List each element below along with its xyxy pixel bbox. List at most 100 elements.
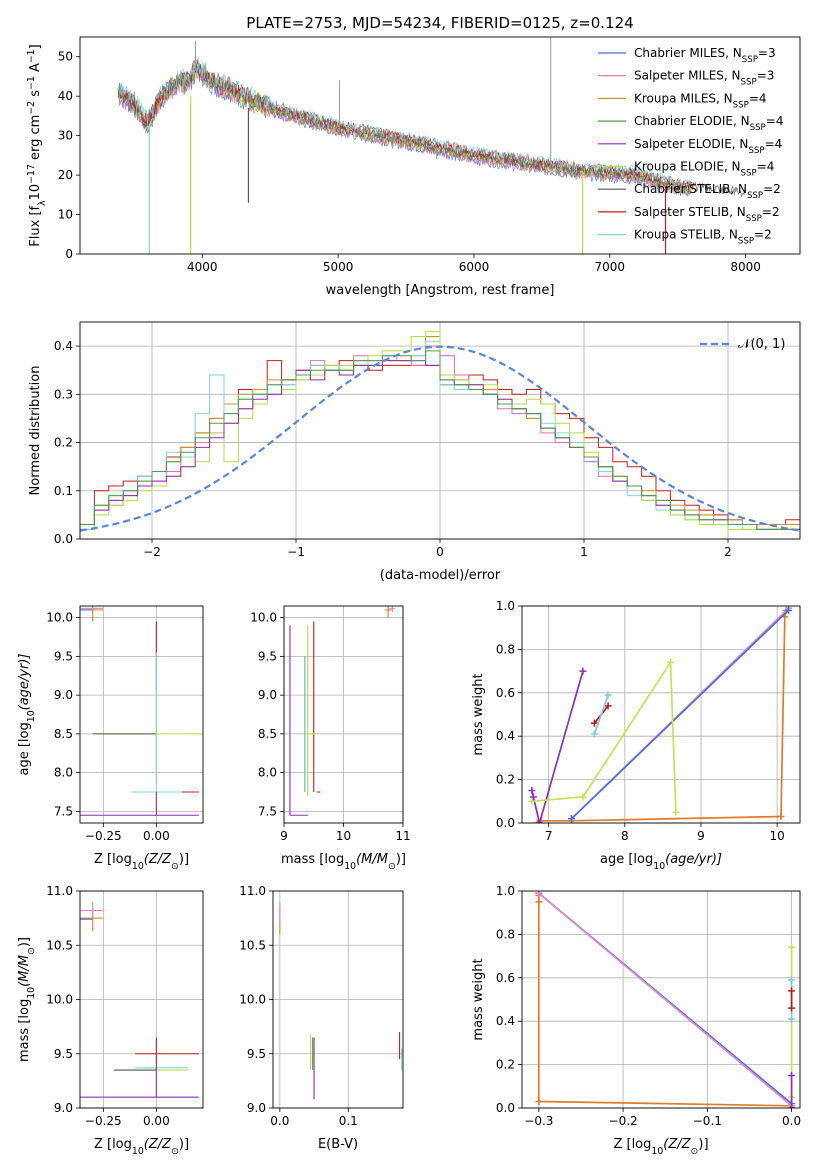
- weight_vs_age-series-line: [570, 609, 790, 820]
- weight_vs_Z-xtick-label: 0.0: [782, 1114, 801, 1128]
- age_vs_mass-ytick-label: 9.5: [258, 649, 277, 663]
- age_vs_mass-ytick-label: 10.0: [250, 611, 277, 625]
- age_vs_Z-ylabel-part: 10: [26, 710, 37, 722]
- legend-entry-part: =2: [754, 228, 772, 242]
- weight_vs_age-series-marker: [672, 808, 680, 816]
- weight_vs_age-axes: 7 8 9 10 0.0 0.2 0.4 0.6 0.8 1.0: [496, 599, 800, 843]
- mass_vs_EBV-frame: [272, 890, 404, 1109]
- mass_vs_Z-xlabel-part: (Z/Z: [144, 1137, 172, 1152]
- mass_vs_Z-ytick-label: 9.0: [54, 1101, 73, 1115]
- spectrum-ylabel-part: A: [28, 63, 43, 76]
- mass_vs_Z-ytick-label: 9.5: [54, 1047, 73, 1061]
- residuals-legend-label: 𝒩(0, 1): [738, 337, 785, 352]
- weight_vs_age-ytick-label: 0.8: [496, 642, 515, 656]
- weight_vs_age-ytick-label: 1.0: [496, 599, 515, 613]
- age_vs_mass-ytick-label: 8.5: [258, 727, 277, 741]
- spectrum-ylabel-part: −17: [26, 164, 37, 184]
- residuals-ytick-label: 0.3: [54, 387, 73, 401]
- weight_vs_age-ytick-label: 0.0: [496, 816, 515, 830]
- mass_vs_Z-ylabel-part: (M/M: [17, 955, 32, 987]
- mass_vs_EBV-xtick-label: 0.0: [270, 1114, 289, 1128]
- legend-entry-part: =4: [766, 114, 784, 128]
- spectrum-ylabel-part: −1: [26, 49, 37, 63]
- age_vs_Z-errorbar: [92, 671, 203, 781]
- mass_vs_Z-xlabel-part: 10: [132, 1146, 144, 1157]
- weight_vs_Z-ytick-label: 0.8: [496, 927, 515, 941]
- legend-entry-part: SSP: [742, 55, 758, 65]
- weight_vs_age-plot: [528, 606, 793, 823]
- mass_vs_EBV-axes: 0.0 0.1 9.0 9.5 10.0 10.5 11.0: [239, 884, 403, 1128]
- weight_vs_Z-frame: [521, 890, 801, 1109]
- weight_vs_age-series-marker: [579, 793, 587, 801]
- legend-entry: Kroupa ELODIE, NSSP=4: [634, 160, 774, 179]
- mass_vs_EBV-xtick-label: 0.1: [339, 1114, 358, 1128]
- legend-entry: Salpeter MILES, NSSP=3: [634, 69, 774, 88]
- weight_vs_age-series-marker: [529, 793, 537, 801]
- mass_vs_Z-xtick-label: −0.25: [85, 1114, 122, 1128]
- weight_vs_age-series-marker: [590, 730, 598, 738]
- weight_vs_age-ytick-label: 0.2: [496, 773, 515, 787]
- weight_vs_age-series-marker: [579, 667, 587, 675]
- age_vs_mass-xlabel-part: ⊙: [388, 861, 396, 872]
- age_vs_Z-xlabel-part: ⊙: [171, 861, 179, 872]
- weight_vs_age-series-marker: [533, 819, 541, 823]
- spectrum-xtick-label: 8000: [730, 260, 761, 274]
- weight_vs_Z-xtick-label: −0.3: [524, 1114, 553, 1128]
- weight_vs_age-series-line: [531, 659, 677, 813]
- weight_vs_age-series-marker: [536, 819, 544, 823]
- age_vs_Z-xlabel-part: 10: [132, 861, 144, 872]
- legend-entry-part: SSP: [741, 169, 757, 179]
- age_vs_mass-errorbar: [304, 625, 317, 796]
- weight_vs_age-ylabel: mass weight: [471, 673, 486, 755]
- age_vs_Z-xtick-label: −0.25: [85, 829, 122, 843]
- mass_vs_Z-xlabel-part: )]: [179, 1137, 189, 1152]
- age_vs_mass-errorbar: [385, 606, 392, 618]
- residuals-histogram-step: [80, 350, 800, 530]
- legend-entry-part: =3: [758, 46, 776, 60]
- legend-entry: Kroupa MILES, NSSP=4: [634, 91, 767, 110]
- residuals-xtick-label: 2: [724, 545, 732, 559]
- residuals-ytick-label: 0.1: [54, 484, 73, 498]
- mass_vs_Z-frame: [79, 890, 204, 1109]
- age_vs_mass-frame: [283, 605, 404, 824]
- age_vs_mass-xlabel-part: 10: [344, 861, 356, 872]
- spectrum-ytick-label: 20: [58, 168, 73, 182]
- legend-entry-part: SSP: [733, 100, 749, 110]
- weight_vs_age-series-marker: [568, 815, 576, 823]
- weight_vs_Z-axes: −0.3 −0.2 −0.1 0.0 0.0 0.2 0.4 0.6 0.8 1.0: [496, 884, 801, 1128]
- mass_vs_Z-ytick-label: 10.0: [46, 993, 73, 1007]
- residuals-xtick-label: −2: [143, 545, 161, 559]
- weight_vs_age-xtick-label: 8: [621, 829, 629, 843]
- spectrum-ytick-label: 30: [58, 129, 73, 143]
- age_vs_Z-ytick-label: 9.5: [54, 649, 73, 663]
- mass_vs_Z-xlabel: Z [log10(Z/Z⊙)]: [94, 1137, 189, 1157]
- weight_vs_Z-series-marker: [788, 1004, 796, 1012]
- spectrum-ylabel-part: ]: [28, 44, 43, 49]
- legend-entry: Kroupa STELIB, NSSP=2: [634, 228, 772, 247]
- legend-entry-part: =4: [757, 160, 775, 174]
- legend-entry: Chabrier STELIB, NSSP=2: [634, 182, 781, 201]
- mass_vs_EBV-ytick-label: 9.5: [247, 1047, 266, 1061]
- age_vs_Z-frame: [79, 605, 204, 824]
- weight_vs_age-series-marker: [667, 658, 675, 666]
- mass_vs_EBV-ytick-label: 11.0: [239, 884, 266, 898]
- residuals-axes: −2 −1 0 1 2 0.0 0.1 0.2 0.3 0.4: [54, 322, 800, 559]
- weight_vs_Z-xtick-label: −0.1: [693, 1114, 722, 1128]
- legend-entry: Chabrier ELODIE, NSSP=4: [634, 114, 783, 133]
- age_vs_mass-xlabel-part: )]: [396, 852, 406, 867]
- spectrum-xtick-label: 7000: [595, 260, 626, 274]
- age_vs_Z-ytick-label: 9.0: [54, 688, 73, 702]
- age_vs_mass-xtick-label: 11: [395, 829, 410, 843]
- mass_vs_Z-ylabel: mass [log10(M/M⊙)]: [17, 937, 37, 1062]
- age_vs_Z-ylabel-part: (age/yr)]: [17, 654, 32, 711]
- weight_vs_age-xlabel-part: 10: [653, 861, 665, 872]
- weight_vs_age-xlabel: age [log10(age/yr)]: [600, 852, 722, 872]
- age_vs_mass-ytick-label: 8.0: [258, 766, 277, 780]
- weight_vs_age-xtick-label: 7: [545, 829, 553, 843]
- age_vs_mass-errorbar: [389, 606, 396, 613]
- mass_vs_Z-xlabel-part: ⊙: [171, 1146, 179, 1157]
- residuals-gaussian-curve: [80, 345, 800, 532]
- legend-entry-part: =4: [749, 91, 767, 105]
- residuals-histogram-step: [80, 360, 800, 530]
- weight_vs_Z-ytick-label: 0.4: [496, 1014, 515, 1028]
